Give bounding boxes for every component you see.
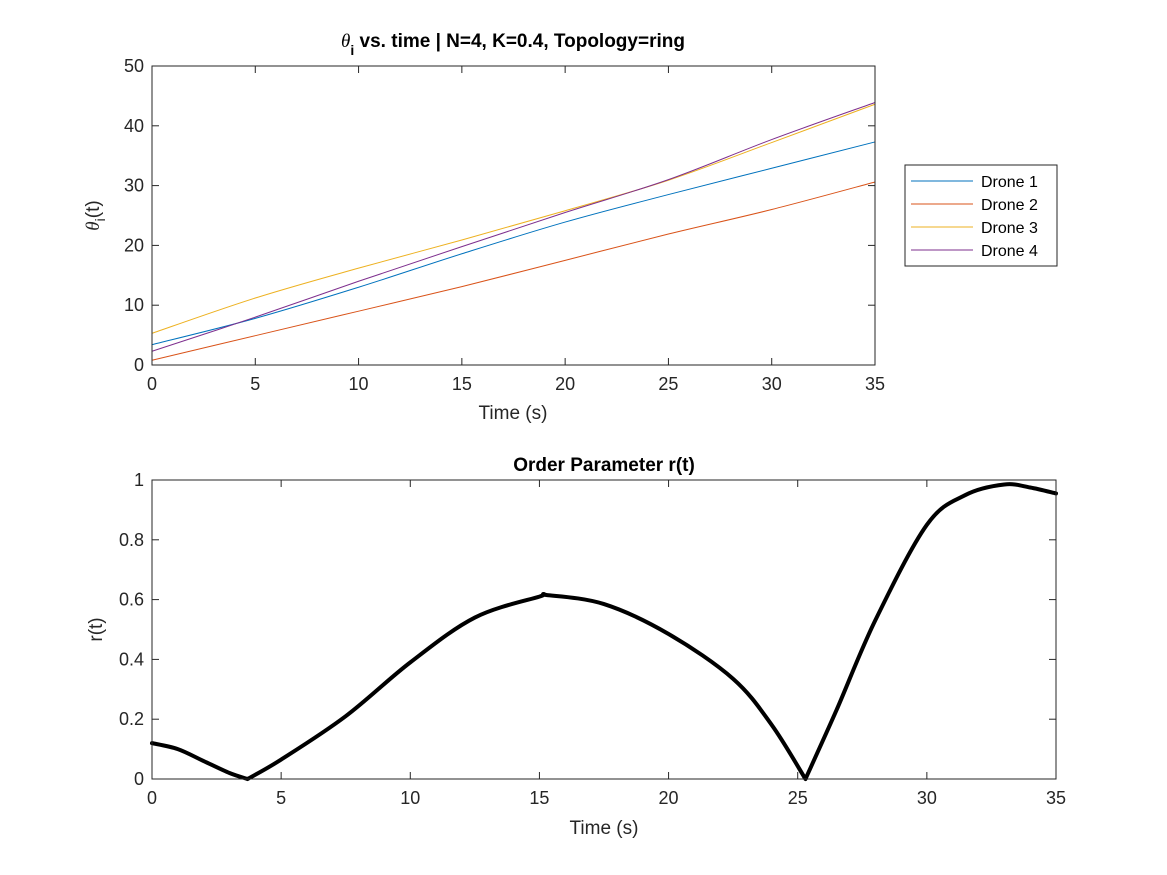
x-tick-label: 5 [250,374,260,394]
x-tick-label: 15 [529,788,549,808]
x-tick-label: 20 [659,788,679,808]
series-line-drone-2 [151,181,876,361]
x-tick-label: 0 [147,374,157,394]
x-tick-label: 25 [658,374,678,394]
y-tick-label: 50 [124,56,144,76]
order-parameter-plot-box [151,479,1057,780]
y-tick-label: 30 [124,176,144,196]
legend-label-drone-2: Drone 2 [981,197,1038,214]
order-parameter-y-axis-label: r(t) [86,617,107,641]
x-tick-label: 35 [865,374,885,394]
legend-label-drone-4: Drone 4 [981,243,1038,260]
x-tick-label: 30 [762,374,782,394]
x-tick-label: 35 [1046,788,1066,808]
theta-plot-box [151,65,876,366]
y-tick-label: 0 [134,769,144,789]
theta-y-axis-label: θi(t) [83,200,108,230]
order-parameter-title: Order Parameter r(t) [513,455,695,476]
y-tick-label: 1 [134,470,144,490]
order-parameter-chart: Order Parameter r(t) 0 5 10 15 20 25 30 3500.20… [86,455,1066,839]
theta-series-lines [151,101,876,361]
theta-axis-ticks: 0 5 10 15 20 25 30 35 0 10 20 30 40 50 [124,56,885,394]
x-tick-label: 10 [349,374,369,394]
order-parameter-line [150,482,1058,781]
series-line-drone-1 [151,141,876,346]
order-parameter-axis-ticks: 0 5 10 15 20 25 30 35 0 0.2 0.4 0.6 0.8 1 [119,470,1066,808]
series-line-drone-4 [151,101,876,352]
theta-x-axis-label: Time (s) [479,403,548,424]
legend-label-drone-1: Drone 1 [981,174,1038,191]
x-tick-label: 25 [788,788,808,808]
series-line-order-parameter-0 [150,482,1058,781]
x-tick-label: 10 [400,788,420,808]
y-tick-label: 20 [124,235,144,255]
legend-box [904,164,1058,267]
series-line-drone-3 [151,103,876,334]
x-tick-label: 5 [276,788,286,808]
y-tick-label: 0.2 [119,709,144,729]
y-tick-label: 40 [124,116,144,136]
x-tick-label: 30 [917,788,937,808]
legend-label-drone-3: Drone 3 [981,220,1038,237]
y-tick-label: 10 [124,295,144,315]
theta-legend: Drone 1 Drone 2 Drone 3 Drone 4 [904,164,1058,267]
y-tick-label: 0 [134,355,144,375]
x-tick-label: 15 [452,374,472,394]
theta-chart: θi vs. time | N=4, K=0.4, Topology=ring … [83,31,1058,424]
x-tick-label: 0 [147,788,157,808]
y-tick-label: 0.6 [119,590,144,610]
theta-chart-title: θi vs. time | N=4, K=0.4, Topology=ring [341,31,685,58]
order-parameter-x-axis-label: Time (s) [570,818,639,839]
x-tick-label: 20 [555,374,575,394]
y-tick-label: 0.8 [119,530,144,550]
y-tick-label: 0.4 [119,649,144,669]
